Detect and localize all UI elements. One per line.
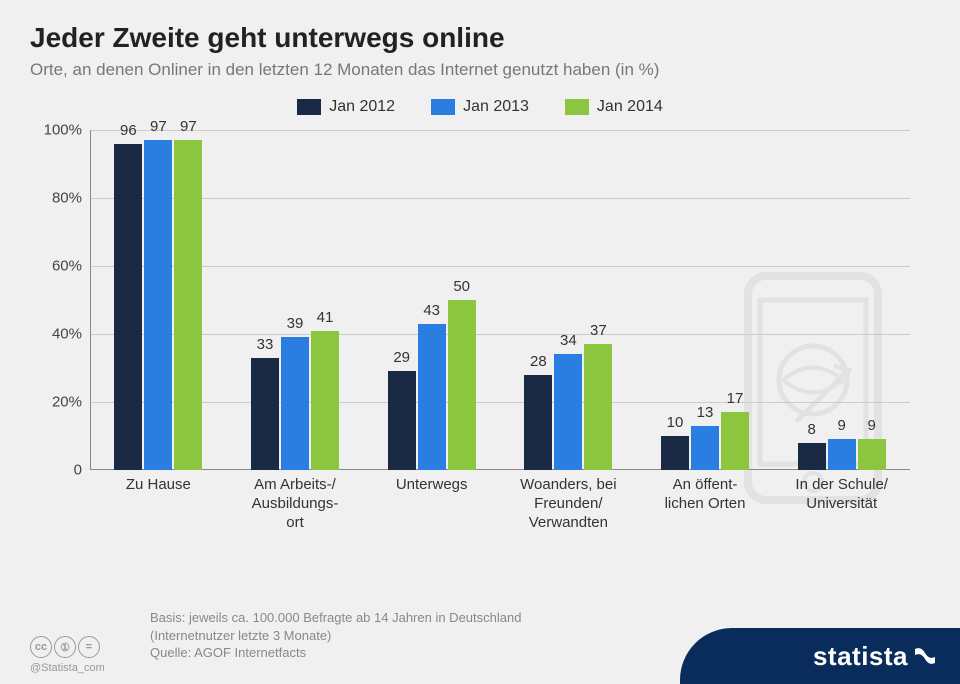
footnote-scope: (Internetnutzer letzte 3 Monate) <box>150 628 331 643</box>
bar: 43 <box>418 324 446 470</box>
statista-logo: statista <box>813 641 938 672</box>
footnote: Basis: jeweils ca. 100.000 Befragte ab 1… <box>150 609 521 662</box>
nd-icon: = <box>78 636 100 658</box>
bar: 34 <box>554 354 582 470</box>
bar-value-label: 28 <box>530 353 547 370</box>
page-title: Jeder Zweite geht unterwegs online <box>30 22 930 54</box>
bar-value-label: 10 <box>667 414 684 431</box>
bar-value-label: 13 <box>697 404 714 421</box>
y-tick-label: 80% <box>30 190 82 207</box>
footnote-source: Quelle: AGOF Internetfacts <box>150 645 306 660</box>
x-tick-label: An öffent-lichen Orten <box>637 476 774 532</box>
legend-swatch <box>565 99 589 115</box>
bar-group: 283437 <box>500 130 637 470</box>
twitter-handle: @Statista_com <box>30 662 105 674</box>
bar: 37 <box>584 344 612 470</box>
bar-value-label: 17 <box>727 390 744 407</box>
y-tick-label: 60% <box>30 258 82 275</box>
y-tick-label: 0 <box>30 462 82 479</box>
y-tick-label: 100% <box>30 122 82 139</box>
bar-value-label: 33 <box>257 336 274 353</box>
chart-area: 020%40%60%80%100% 9697973339412943502834… <box>30 130 930 510</box>
bar: 50 <box>448 300 476 470</box>
legend-item: Jan 2014 <box>565 98 663 116</box>
bar: 13 <box>691 426 719 470</box>
statista-banner: statista <box>680 628 960 684</box>
bar-value-label: 50 <box>453 278 470 295</box>
legend-item: Jan 2012 <box>297 98 395 116</box>
x-tick-label: Am Arbeits-/Ausbildungs-ort <box>227 476 364 532</box>
bar-value-label: 37 <box>590 322 607 339</box>
cc-license-badges: cc ① = <box>30 636 100 658</box>
bar-group: 101317 <box>637 130 774 470</box>
statista-mark-icon <box>912 643 938 669</box>
by-icon: ① <box>54 636 76 658</box>
footer: cc ① = @Statista_com Basis: jeweils ca. … <box>0 620 960 684</box>
bar-value-label: 41 <box>317 309 334 326</box>
bar-value-label: 97 <box>180 118 197 135</box>
bar-group: 899 <box>773 130 910 470</box>
bar: 17 <box>721 412 749 470</box>
legend-swatch <box>297 99 321 115</box>
bar: 29 <box>388 371 416 470</box>
cc-icon: cc <box>30 636 52 658</box>
legend-label: Jan 2014 <box>597 98 663 116</box>
bar: 97 <box>144 140 172 470</box>
bar: 96 <box>114 144 142 470</box>
bar-group: 969797 <box>90 130 227 470</box>
bar: 8 <box>798 443 826 470</box>
statista-wordmark: statista <box>813 641 908 672</box>
bar: 9 <box>858 439 886 470</box>
bar: 97 <box>174 140 202 470</box>
page-subtitle: Orte, an denen Onliner in den letzten 12… <box>30 60 930 80</box>
legend-swatch <box>431 99 455 115</box>
bar: 28 <box>524 375 552 470</box>
bar: 9 <box>828 439 856 470</box>
bar-value-label: 9 <box>868 417 876 434</box>
x-tick-label: In der Schule/Universität <box>773 476 910 532</box>
x-tick-label: Woanders, beiFreunden/Verwandten <box>500 476 637 532</box>
x-tick-label: Unterwegs <box>363 476 500 532</box>
bar-value-label: 96 <box>120 122 137 139</box>
bar-group: 294350 <box>363 130 500 470</box>
bar: 41 <box>311 331 339 470</box>
bar-groups: 969797333941294350283437101317899 <box>90 130 910 470</box>
bar-value-label: 34 <box>560 332 577 349</box>
bar-value-label: 97 <box>150 118 167 135</box>
chart-legend: Jan 2012 Jan 2013 Jan 2014 <box>30 98 930 116</box>
y-tick-label: 40% <box>30 326 82 343</box>
bar-value-label: 43 <box>423 302 440 319</box>
bar-value-label: 29 <box>393 349 410 366</box>
bar: 10 <box>661 436 689 470</box>
bar-value-label: 9 <box>838 417 846 434</box>
y-tick-label: 20% <box>30 394 82 411</box>
footnote-basis: Basis: jeweils ca. 100.000 Befragte ab 1… <box>150 610 521 625</box>
legend-item: Jan 2013 <box>431 98 529 116</box>
x-tick-label: Zu Hause <box>90 476 227 532</box>
bar: 39 <box>281 337 309 470</box>
bar: 33 <box>251 358 279 470</box>
legend-label: Jan 2012 <box>329 98 395 116</box>
bar-group: 333941 <box>227 130 364 470</box>
bar-value-label: 8 <box>808 421 816 438</box>
x-axis-labels: Zu HauseAm Arbeits-/Ausbildungs-ortUnter… <box>90 476 910 532</box>
bar-value-label: 39 <box>287 315 304 332</box>
infographic-container: Jeder Zweite geht unterwegs online Orte,… <box>0 0 960 684</box>
legend-label: Jan 2013 <box>463 98 529 116</box>
